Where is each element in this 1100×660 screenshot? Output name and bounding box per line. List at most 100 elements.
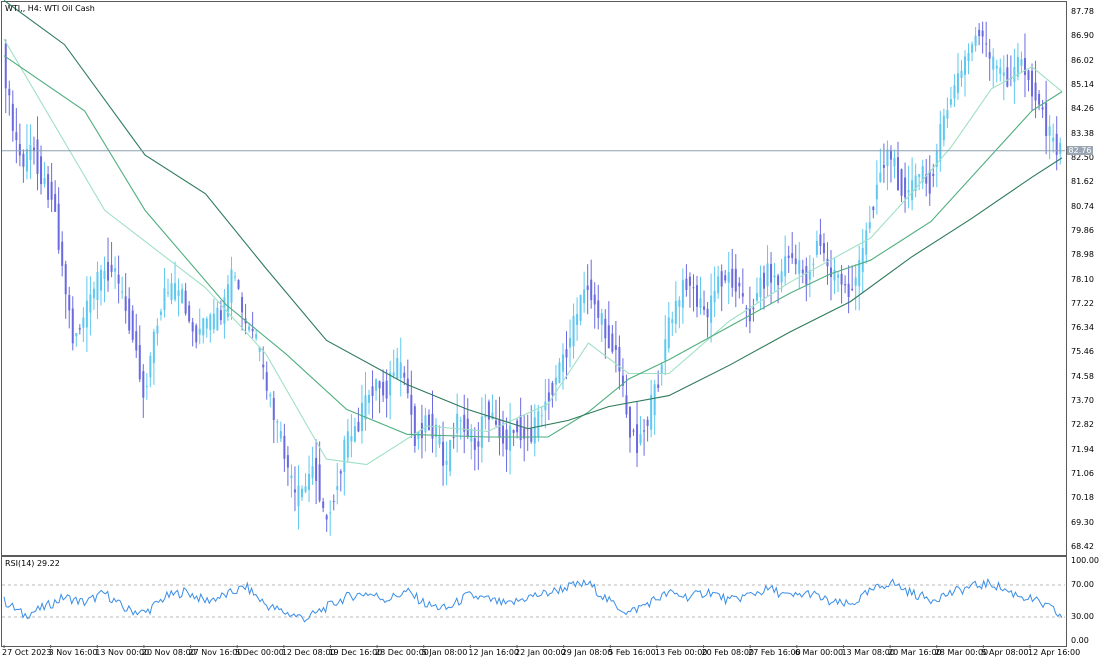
time-axis-label: 20 Feb 08:00 xyxy=(701,648,755,657)
candle-bear xyxy=(191,322,194,332)
candle-bull xyxy=(974,35,977,46)
candle-bear xyxy=(8,88,11,96)
candle-bull xyxy=(999,67,1002,74)
candle-bear xyxy=(131,310,134,340)
candle-bull xyxy=(960,70,963,78)
candle-bull xyxy=(865,230,868,255)
candle-bear xyxy=(1045,102,1048,137)
candle-bull xyxy=(152,331,155,364)
candle-bear xyxy=(762,272,765,289)
candle-bull xyxy=(82,317,85,328)
candle-bull xyxy=(145,385,148,387)
candle-bear xyxy=(657,384,660,388)
rsi-indicator-pane[interactable]: RSI(14) 29.22 xyxy=(1,556,1067,647)
time-axis-label: 20 Nov 08:00 xyxy=(141,648,196,657)
candle-bull xyxy=(159,311,162,315)
candle-bear xyxy=(787,255,790,258)
candle-bear xyxy=(195,325,198,343)
candle-bear xyxy=(11,103,14,131)
candle-bear xyxy=(720,271,723,287)
candle-bull xyxy=(149,355,152,378)
candle-bull xyxy=(911,180,914,201)
candle-bear xyxy=(357,421,360,432)
candle-bear xyxy=(516,420,519,433)
candle-bull xyxy=(121,291,124,293)
time-axis-label: 13 Mar 08:00 xyxy=(841,648,895,657)
price-chart-pane[interactable]: WTI,, H4: WTI Oil Cash xyxy=(1,1,1067,556)
candle-bear xyxy=(315,457,318,481)
candle-bull xyxy=(233,276,236,278)
candle-bull xyxy=(540,415,543,417)
candle-bull xyxy=(558,362,561,383)
candle-bull xyxy=(1016,56,1019,77)
candle-bull xyxy=(572,316,575,347)
candle-bull xyxy=(812,263,815,265)
candle-bear xyxy=(1023,58,1026,75)
candle-bear xyxy=(614,345,617,350)
candle-bear xyxy=(318,464,321,501)
candle-bear xyxy=(241,297,244,313)
time-axis-label: 12 Jan 16:00 xyxy=(468,648,520,657)
candle-bear xyxy=(4,43,7,89)
candle-bull xyxy=(480,416,483,448)
candle-bull xyxy=(96,272,99,300)
time-axis-label: 12 Dec 08:00 xyxy=(281,648,336,657)
candle-bear xyxy=(1027,70,1030,80)
candle-bull xyxy=(375,379,378,391)
time-axis-label: 29 Jan 08:00 xyxy=(561,648,613,657)
candle-bull xyxy=(399,362,402,379)
candle-bear xyxy=(985,43,988,45)
candle-bear xyxy=(477,441,480,447)
candle-bear xyxy=(403,372,406,378)
candle-bear xyxy=(794,258,797,265)
candle-bear xyxy=(142,371,145,398)
rsi-axis-label: 70.00 xyxy=(1071,580,1094,589)
candle-bull xyxy=(561,354,564,372)
candle-bull xyxy=(939,124,942,161)
candle-bear xyxy=(734,268,737,292)
candle-bear xyxy=(593,294,596,305)
candle-bear xyxy=(452,436,455,438)
rsi-axis-label: 100.00 xyxy=(1071,556,1099,565)
rsi-label: RSI(14) 29.22 xyxy=(5,559,60,568)
candle-bull xyxy=(537,411,540,438)
time-axis-label: 13 Nov 00:00 xyxy=(95,648,150,657)
moving-average-fast xyxy=(3,38,1063,466)
candle-bull xyxy=(311,466,314,479)
candle-bull xyxy=(163,288,166,310)
candle-bear xyxy=(219,310,222,321)
candle-bull xyxy=(353,426,356,442)
candle-bull xyxy=(946,110,949,119)
candle-bear xyxy=(925,174,928,184)
candle-bull xyxy=(893,157,896,167)
price-axis-label: 72.82 xyxy=(1071,420,1094,430)
candle-bull xyxy=(346,431,349,458)
candle-bear xyxy=(322,501,325,508)
candle-bull xyxy=(470,428,473,442)
candle-bear xyxy=(625,395,628,415)
candle-bear xyxy=(505,429,508,450)
candle-bull xyxy=(417,431,420,439)
candle-bull xyxy=(389,372,392,396)
price-axis-label: 86.02 xyxy=(1071,55,1094,65)
candle-bear xyxy=(703,306,706,310)
candle-bull xyxy=(435,424,438,437)
candle-bull xyxy=(875,184,878,200)
candle-bear xyxy=(1006,67,1009,87)
candle-bull xyxy=(276,421,279,423)
candle-bear xyxy=(830,267,833,277)
candle-bear xyxy=(325,515,328,520)
candle-bear xyxy=(819,234,822,246)
candle-bull xyxy=(459,420,462,422)
candle-bull xyxy=(759,277,762,298)
candle-bear xyxy=(286,455,289,468)
candle-bull xyxy=(248,326,251,331)
time-axis-label: 5 Jan 08:00 xyxy=(421,648,468,657)
candle-bear xyxy=(1055,133,1058,155)
candle-bear xyxy=(1031,70,1034,97)
price-axis-label: 71.06 xyxy=(1071,469,1094,479)
candle-bull xyxy=(99,269,102,291)
candle-bear xyxy=(590,279,593,301)
candle-bull xyxy=(343,439,346,472)
candle-bull xyxy=(279,430,282,439)
